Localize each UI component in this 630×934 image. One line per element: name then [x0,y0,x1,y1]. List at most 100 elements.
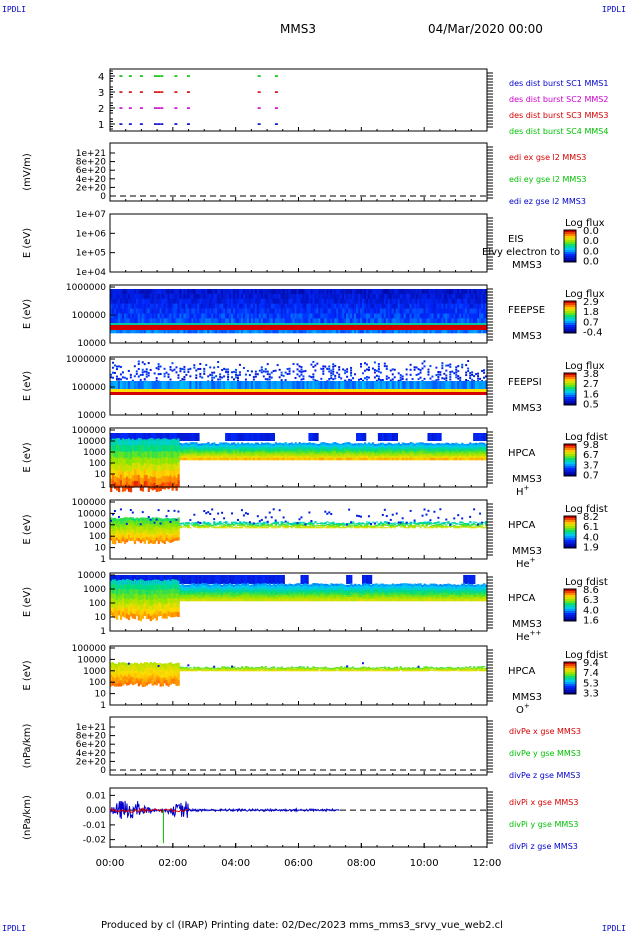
colorbar-tick: 9.4 [583,658,599,669]
colorbar-tick: 3.7 [583,460,599,471]
colorbar-tick: 3.3 [583,688,599,699]
colorbar-tick: 0.7 [583,317,599,328]
axis-ylabel: (nPa/km) [22,724,33,769]
burst-mark [186,91,190,93]
instrument-label: FEEPSI [508,377,542,388]
axis-ylabel: E (eV) [22,442,33,472]
axis-ylabel: E (eV) [22,660,33,690]
ytick-label: 100000 [72,498,107,508]
species-label: O+ [516,702,530,716]
colorbar-tick: 9.8 [583,440,599,451]
spacecraft-label: MMS3 [512,474,542,485]
colorbar-segment [564,393,576,396]
ytick-label: 1000 [83,667,106,677]
colorbar-segment [564,532,576,535]
colorbar-segment [564,470,576,473]
colorbar-segment [564,609,576,612]
colorbar-segment [564,664,576,667]
burst-mark [119,107,123,109]
ytick-label: 10000 [77,437,106,447]
colorbar-tick: 0.0 [583,236,599,247]
panel-frame [109,787,488,848]
colorbar-segment [564,686,576,689]
axis-ylabel: E (eV) [22,371,33,401]
burst-mark [160,91,164,93]
instrument-label: HPCA [508,593,536,604]
colorbar-segment [564,399,576,402]
legend-entry: des dist burst SC3 MMS3 [509,111,608,120]
ytick-label: 0.01 [86,791,106,801]
legend-entry: des dist burst SC1 MMS1 [509,79,608,88]
colorbar-segment [564,536,576,539]
burst-mark [139,107,143,109]
colorbar-segment [564,301,576,304]
colorbar-segment [564,680,576,683]
ytick-label: 6e+20 [76,740,107,750]
colorbar-tick: -0.4 [583,327,603,338]
colorbar-title: Log fdist [565,504,608,515]
ytick-label: 2e+20 [76,183,107,193]
colorbar-segment [564,230,576,233]
time-tick-label: 06:00 [284,858,313,869]
colorbar-tick: 1.6 [583,389,599,400]
burst-mark [274,75,278,77]
legend-entry: des dist burst SC2 MMS2 [509,95,608,104]
ytick-label: 2 [98,104,104,115]
burst-mark [274,123,278,125]
colorbar-segment [564,516,576,519]
ytick-label: 100000 [72,383,107,393]
burst-mark [174,123,178,125]
species-label: He+ [516,556,536,570]
colorbar-segment [564,468,576,471]
colorbar-segment [564,446,576,449]
burst-mark [119,75,123,77]
ytick-label: 4e+20 [76,749,107,759]
legend-entry: divPe x gse MMS3 [509,727,581,736]
colorbar-segment [564,603,576,606]
colorbar-segment [564,242,576,245]
colorbar-segment [564,670,576,673]
colorbar-segment [564,589,576,592]
burst-mark [160,107,164,109]
burst-mark [128,107,132,109]
time-tick-label: 02:00 [158,858,187,869]
burst-mark [257,107,261,109]
burst-mark [153,123,157,125]
colorbar-segment [564,544,576,547]
series-line-z [109,800,340,820]
colorbar-segment [564,383,576,386]
spacecraft-label: MMS3 [512,260,542,271]
ytick-label: 10 [95,613,107,623]
colorbar-segment [564,240,576,243]
burst-mark [186,75,190,77]
ytick-label: 10000 [77,339,106,349]
colorbar-segment [564,666,576,669]
ytick-label: 10 [95,690,107,700]
ytick-label: 1e+07 [76,210,106,220]
colorbar-segment [564,258,576,261]
colorbar-segment [564,236,576,239]
time-tick-label: 12:00 [473,858,502,869]
burst-mark [174,107,178,109]
panel-frame [109,716,488,776]
colorbar-segment [564,385,576,388]
burst-mark [119,91,123,93]
time-tick-label: 00:00 [96,858,125,869]
spacecraft-label: MMS3 [512,546,542,557]
axis-ylabel: E (eV) [22,299,33,329]
axis-ylabel: E (eV) [22,587,33,617]
spectrogram [110,360,488,395]
colorbar-segment [564,542,576,545]
colorbar-segment [564,375,576,378]
legend-entry: divPi y gse MMS3 [509,820,578,829]
colorbar-segment [564,327,576,330]
spectrogram [110,575,488,622]
ytick-label: 1 [100,481,106,491]
colorbar-tick: 0.0 [583,256,599,267]
burst-mark [128,91,132,93]
ytick-label: 1 [100,555,106,565]
colorbar-title: Log flux [565,289,605,300]
burst-mark [139,123,143,125]
colorbar-segment [564,605,576,608]
colorbar-tick: 1.9 [583,542,599,553]
